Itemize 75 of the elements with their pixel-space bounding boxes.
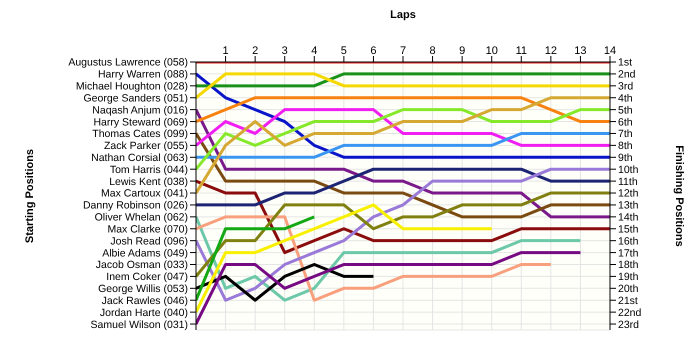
y2-tick-label: 19th xyxy=(618,271,639,284)
line-series xyxy=(196,203,494,314)
line-series xyxy=(196,96,610,195)
x-tick-label: 10 xyxy=(486,45,498,57)
y2-tick-label: 13th xyxy=(618,200,639,212)
x-axis-title: Laps xyxy=(390,8,416,21)
category-label: Thomas Cates (099) xyxy=(92,128,188,140)
category-label: Augustus Lawrence (058) xyxy=(68,56,188,69)
y2-tick-label: 23rd xyxy=(618,318,640,331)
y2-tick-label: 17th xyxy=(618,247,639,260)
x-tick-label: 11 xyxy=(516,45,527,57)
text: Starting Positions xyxy=(24,148,36,244)
category-label: Jordan Harte (040) xyxy=(100,306,188,319)
x-tick-label: 9 xyxy=(459,45,466,57)
line-series xyxy=(196,168,610,206)
line-series xyxy=(196,192,610,278)
y2-tick-label: 10th xyxy=(618,164,639,176)
category-label: George Willis (053) xyxy=(98,283,188,296)
y2-tick-label: 21st xyxy=(618,294,638,307)
line-series xyxy=(196,132,610,218)
y2-tick-label: 5th xyxy=(618,104,633,116)
x-tick-label: 4 xyxy=(311,45,318,57)
y2-axis-title: Finishing Positions xyxy=(673,145,686,247)
line-series xyxy=(196,108,610,171)
y2-tick-label: 15th xyxy=(618,223,639,236)
category-label: Jacob Osman (033) xyxy=(96,259,188,272)
category-label: Max Clarke (070) xyxy=(107,223,188,236)
category-label: Nathan Corsial (063) xyxy=(91,152,188,164)
y2-tick-label: 9th xyxy=(618,152,633,164)
category-label: Josh Read (096) xyxy=(110,235,188,248)
y2-tick-label: 14th xyxy=(618,212,639,224)
category-label: Max Cartoux (041) xyxy=(101,188,188,200)
y2-tick-label: 4th xyxy=(618,92,633,104)
x-tick-label: 14 xyxy=(604,45,616,57)
category-label: Jack Rawles (046) xyxy=(102,294,188,307)
line-series xyxy=(196,251,582,326)
x-tick-label: 13 xyxy=(574,45,587,57)
x-tick-label: 3 xyxy=(282,45,288,57)
category-label: Tom Harris (044) xyxy=(110,164,188,176)
category-label: Michael Houghton (028) xyxy=(76,80,188,93)
y2-tick-label: 2nd xyxy=(618,68,636,81)
category-label: Zack Parker (055) xyxy=(104,140,188,152)
y2-tick-label: 8th xyxy=(618,140,633,152)
y2-tick-label: 11th xyxy=(618,176,638,188)
x-tick-label: 2 xyxy=(252,45,258,57)
category-label: Lewis Kent (038) xyxy=(109,176,188,188)
line-series xyxy=(196,108,610,218)
y2-tick-label: 18th xyxy=(618,259,639,272)
x-tick-label: 7 xyxy=(400,45,406,57)
y2-tick-label: 3rd xyxy=(618,80,634,93)
x-tick-label: 12 xyxy=(544,45,557,57)
x-tick-label: 5 xyxy=(340,45,347,57)
category-label: Danny Robinson (026) xyxy=(82,200,188,212)
x-tick-label: 8 xyxy=(430,45,436,57)
x-tick-label: 6 xyxy=(370,45,376,57)
y2-tick-label: 22nd xyxy=(618,306,642,319)
category-label: Samuel Wilson (031) xyxy=(90,318,188,331)
line-series xyxy=(196,168,610,302)
category-label: George Sanders (051) xyxy=(84,92,188,104)
category-label: Albie Adams (049) xyxy=(102,247,188,260)
y2-tick-label: 7th xyxy=(618,128,633,140)
y2-tick-label: 6th xyxy=(618,116,633,128)
y2-tick-label: 16th xyxy=(618,235,639,248)
category-label: Inem Coker (047) xyxy=(106,271,188,284)
y2-tick-label: 20th xyxy=(618,283,639,296)
line-series xyxy=(196,108,610,147)
category-label: Harry Steward (069) xyxy=(93,116,188,128)
category-label: Harry Warren (088) xyxy=(98,68,188,81)
line-series xyxy=(196,72,610,159)
y2-tick-label: 12th xyxy=(618,188,639,200)
line-series xyxy=(196,180,610,254)
category-label: Naqash Anjum (016) xyxy=(92,104,188,116)
x-tick-label: 1 xyxy=(222,45,229,57)
y2-tick-label: 1st xyxy=(618,56,632,69)
category-label: Oliver Whelan (062) xyxy=(94,212,188,224)
